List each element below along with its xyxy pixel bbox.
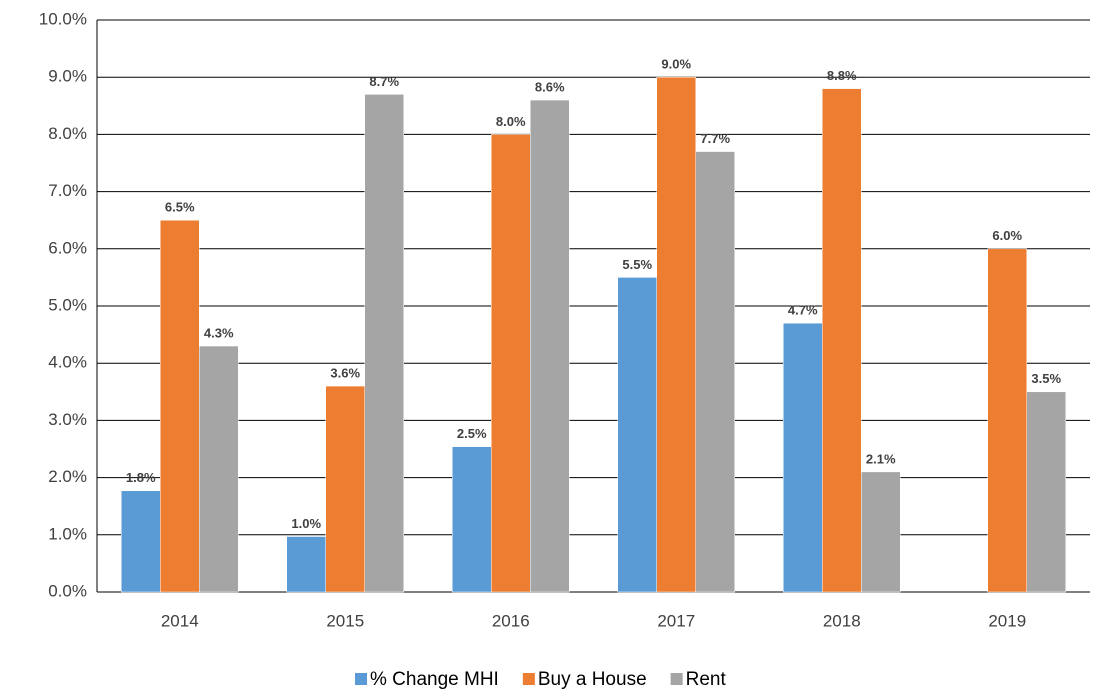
bar [286, 536, 326, 593]
data-label: 2.5% [457, 426, 487, 441]
data-label: 6.5% [165, 200, 195, 215]
bar [491, 134, 531, 593]
x-tick-label: 2016 [492, 611, 530, 630]
bar [160, 219, 200, 593]
data-label: 8.7% [369, 74, 399, 89]
bar [121, 490, 161, 593]
bar [452, 446, 492, 593]
y-tick-label: 7.0% [48, 181, 87, 200]
data-label: 8.6% [535, 80, 565, 95]
x-tick-label: 2017 [657, 611, 695, 630]
bar [695, 151, 735, 593]
bar [656, 76, 696, 593]
data-label: 9.0% [661, 57, 691, 72]
y-tick-label: 0.0% [48, 581, 87, 600]
y-tick-label: 1.0% [48, 524, 87, 543]
bar [325, 385, 365, 593]
bar [861, 471, 901, 593]
legend-label: Buy a House [538, 669, 647, 690]
bar [364, 94, 404, 593]
legend-swatch [355, 673, 367, 685]
data-label: 3.5% [1031, 371, 1061, 386]
data-label: 4.7% [788, 303, 818, 318]
legend-swatch [522, 673, 535, 685]
data-label: 8.0% [496, 114, 526, 129]
bar [783, 322, 823, 593]
y-tick-label: 5.0% [48, 295, 87, 314]
y-tick-label: 6.0% [48, 238, 87, 257]
bar [987, 248, 1027, 593]
y-tick-label: 3.0% [48, 410, 87, 429]
bar [617, 277, 657, 593]
data-label: 4.3% [204, 325, 234, 340]
data-label: 1.8% [126, 470, 156, 485]
y-tick-label: 10.0% [39, 9, 87, 28]
bar [530, 99, 570, 593]
y-tick-label: 2.0% [48, 467, 87, 486]
data-label: 8.8% [827, 68, 857, 83]
bar [199, 345, 239, 593]
y-tick-label: 4.0% [48, 353, 87, 372]
legend-swatch [670, 673, 683, 685]
x-tick-label: 2014 [161, 611, 199, 630]
x-tick-label: 2018 [823, 611, 861, 630]
x-tick-label: 2015 [326, 611, 364, 630]
data-label: 3.6% [330, 366, 360, 381]
data-label: 5.5% [622, 257, 652, 272]
data-label: 1.0% [291, 516, 321, 531]
data-label: 6.0% [992, 228, 1022, 243]
x-tick-label: 2019 [988, 611, 1026, 630]
bar [1026, 391, 1066, 593]
legend-label: % Change MHI [370, 669, 499, 690]
data-label: 7.7% [700, 131, 730, 146]
bar [822, 88, 862, 593]
y-tick-label: 9.0% [48, 67, 87, 86]
y-tick-label: 8.0% [48, 124, 87, 143]
data-label: 2.1% [866, 451, 896, 466]
legend-label: Rent [686, 669, 727, 690]
